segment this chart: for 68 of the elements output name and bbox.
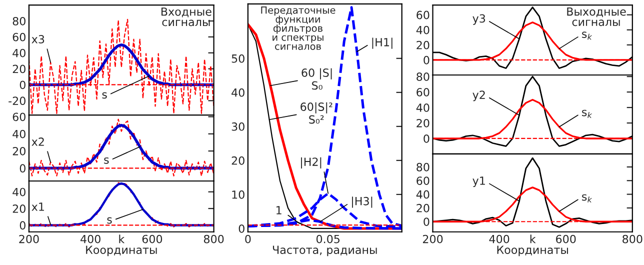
y-tick-label: 20 — [416, 40, 430, 50]
y-tick-label: 60 — [12, 112, 26, 122]
annotation: s$_{k}$ — [582, 194, 592, 202]
x-axis-title: Частота, радианы — [272, 246, 377, 256]
y-tick-label: 40 — [12, 48, 26, 58]
y-tick-label: 80 — [416, 72, 430, 81]
annotation: |H2| — [301, 157, 322, 168]
y-tick-label: 20 — [416, 118, 430, 128]
annotation: s$_{k}$ — [582, 110, 592, 118]
x-tick-label: 800 — [204, 234, 224, 244]
y-tick-label: 50 — [232, 54, 244, 63]
y-tick-label: 0 — [20, 164, 26, 173]
annotation: Передаточные функции фильтров и спектры сигналов — [261, 6, 336, 50]
x-tick-label: k — [530, 234, 536, 244]
y-tick-label: 60 — [416, 176, 430, 185]
y-tick-label: 80 — [12, 16, 26, 26]
y-tick-label: 80 — [416, 162, 430, 172]
annotation: x3 — [32, 35, 44, 44]
y-tick-label: 0 — [424, 134, 430, 143]
y-tick-label: 20 — [12, 64, 26, 74]
x-tick-label: 400 — [80, 234, 100, 244]
y-tick-label: 0 — [20, 221, 26, 230]
y-tick-label: 20 — [232, 156, 244, 165]
x-tick-label: k — [119, 234, 125, 244]
annotation: y3 — [472, 14, 486, 25]
x-tick-label: 400 — [489, 234, 510, 244]
x-tick-label: 600 — [556, 234, 576, 244]
y-tick-label: 20 — [12, 204, 26, 213]
x-tick-label: 0.05 — [316, 234, 340, 244]
y-tick-label: 60 — [416, 10, 430, 20]
y-tick-label: 10 — [232, 190, 244, 199]
x-tick-label: 600 — [142, 234, 162, 244]
x-tick-label: 200 — [19, 234, 39, 244]
annotation: x2 — [32, 138, 44, 146]
y-tick-label: 30 — [232, 122, 244, 131]
annotation: |H1| — [372, 38, 392, 49]
annotation: y1 — [472, 176, 485, 188]
y-tick-label: 0 — [238, 224, 244, 233]
x-tick-label: 200 — [422, 234, 443, 244]
annotation: y2 — [472, 90, 485, 102]
y-tick-label: 20 — [416, 204, 430, 212]
y-tick-label: 40 — [416, 26, 430, 34]
annotation: |H3| — [352, 196, 372, 208]
y-tick-label: -20 — [8, 96, 26, 106]
annotation: 60 |S| S₀ — [302, 68, 332, 90]
y-tick-label: 0 — [20, 80, 26, 90]
annotation: s$_{k}$ — [582, 32, 592, 40]
y-tick-label: 40 — [232, 88, 244, 97]
y-tick-label: 40 — [12, 188, 26, 196]
y-tick-label: 20 — [12, 146, 26, 156]
annotation: s — [107, 217, 112, 224]
annotation: x1 — [32, 202, 44, 211]
y-tick-label: 0 — [424, 56, 430, 64]
y-tick-label: 40 — [12, 130, 26, 138]
y-tick-label: 0 — [424, 218, 430, 226]
annotation: s — [102, 92, 107, 99]
ref-line-label: 1 — [276, 206, 282, 214]
x-axis-title: Координаты — [86, 246, 157, 256]
y-tick-label: 40 — [416, 190, 430, 199]
y-tick-label: 60 — [416, 88, 430, 96]
x-tick-label: 800 — [622, 234, 642, 244]
annotation: s — [104, 157, 109, 164]
x-tick-label: 0 — [245, 234, 251, 244]
y-tick-label: 60 — [12, 32, 26, 42]
annotation: 60|S|² S₀² — [300, 102, 332, 124]
x-axis-title: Координаты — [497, 246, 568, 256]
y-tick-label: 40 — [416, 103, 430, 112]
annotation: Входные сигналы — [161, 8, 212, 26]
